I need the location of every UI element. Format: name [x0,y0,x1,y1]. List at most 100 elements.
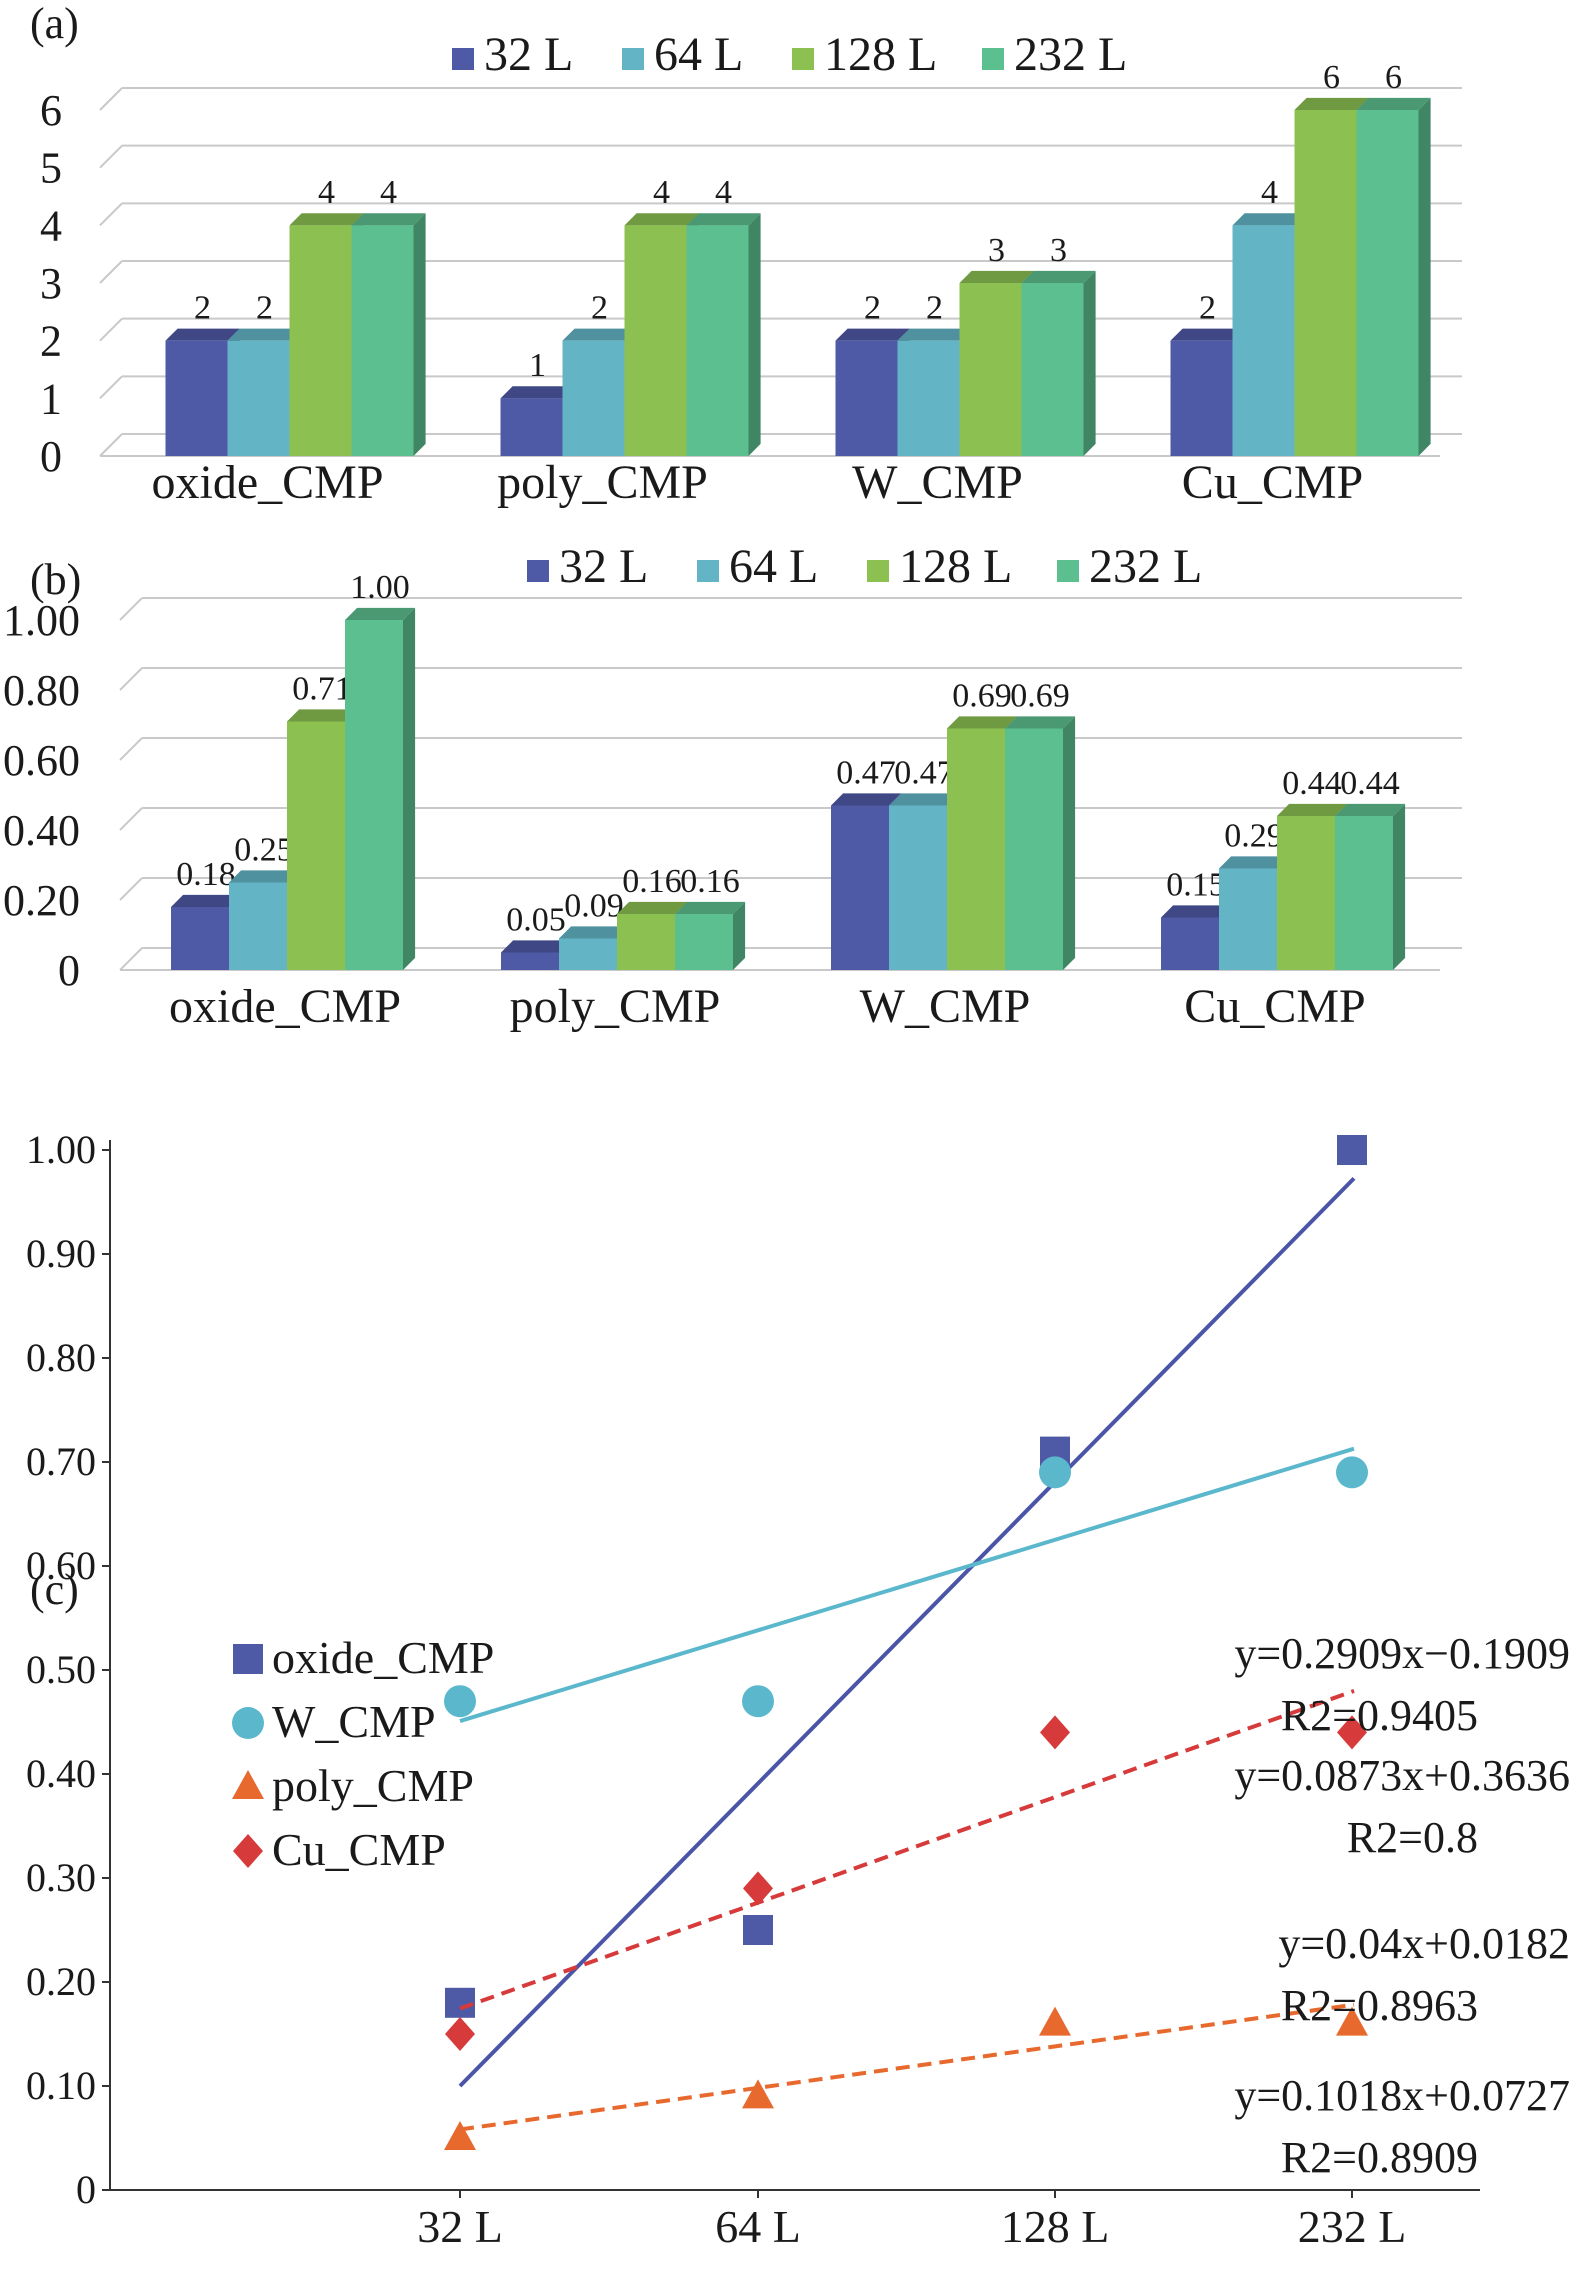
y-tick-label: 1.00 [3,596,80,645]
data-label: 1 [529,347,546,384]
r2-text: R2=0.8 [1347,1813,1478,1862]
bar-top [889,793,960,806]
data-label: 4 [1261,174,1278,211]
bar-top [1161,905,1232,918]
data-label: 3 [988,232,1005,269]
bar-top [897,328,972,341]
y-tick-label: 0.80 [3,666,80,715]
marker-triangle [742,2079,774,2109]
bar-front [559,938,617,970]
data-label: 0.16 [622,863,682,900]
panel-label: (c) [30,1565,79,1614]
gridline-side [99,144,123,169]
data-label: 4 [318,174,335,211]
bar-front [617,914,675,970]
bar-front [500,398,563,456]
bar-top [1335,803,1406,816]
legend-swatch [697,560,719,582]
panel-1: (b) 32 L 64 L 128 L 232 L 0 0.20 0.40 0.60 0.80 1.… [3,540,1462,1033]
bar-front [287,721,345,970]
bar-front [675,914,733,970]
data-label: 0.69 [952,677,1012,714]
bar [1005,716,1076,970]
bar [675,901,746,970]
legend-swatch [622,48,644,70]
data-label: 6 [1323,59,1340,96]
data-label: 0.69 [1010,677,1070,714]
bar-front [1021,283,1084,456]
bar-side [733,901,746,970]
data-label: 4 [715,174,732,211]
y-tick-label: 3 [40,259,62,308]
y-tick-label: 0.90 [26,1231,96,1276]
bar-top [165,328,240,341]
r2-text: R2=0.8963 [1281,1981,1478,2030]
marker-circle [444,1685,476,1718]
marker-square [743,1915,773,1945]
bar-side [748,213,761,456]
legend-label: 232 L [1014,28,1127,81]
marker-diamond [1337,1715,1367,1750]
gridline-side [119,667,143,691]
data-label: 0.47 [894,754,954,791]
bar-top [959,270,1034,283]
bar-front [947,728,1005,970]
bar-top [289,213,364,226]
x-tick-label: 64 L [715,2201,801,2252]
y-tick-label: 0 [58,946,80,995]
legend: oxide_CMP W_CMP poly_CMP Cu_CMP [232,1632,494,1875]
bar-side [403,607,416,970]
legend-label: 64 L [654,28,743,81]
bar-top [617,901,688,914]
bar-front [1161,917,1219,970]
marker-circle [742,1685,774,1718]
legend-swatch [527,560,549,582]
gridline-side [119,807,143,831]
series [444,1446,1368,1723]
r2-text: R2=0.8909 [1281,2133,1478,2182]
data-label: 0.15 [1166,866,1226,903]
trendline [458,1176,1356,2088]
y-tick-label: 0 [76,2167,96,2212]
r2-text: R2=0.9405 [1281,1691,1478,1740]
bar-front [501,952,559,970]
x-tick-label: 128 L [1001,2201,1110,2252]
marker-square [445,1987,475,2018]
bar-top [1219,856,1290,869]
bar-top [1005,716,1076,729]
data-label: 0.25 [234,831,294,868]
trendline [459,1446,1355,1723]
y-tick-label: 0.50 [26,1647,96,1692]
bar-top [227,328,302,341]
legend-label: W_CMP [272,1696,436,1747]
bar-front [1005,728,1063,970]
bar-top [501,940,572,953]
gridline-side [99,202,123,227]
data-label: 2 [194,290,211,327]
bar-side [1063,716,1076,970]
bar-front [1294,110,1357,456]
bar-top [559,926,630,939]
equation-text: y=0.1018x+0.0727 [1234,2071,1570,2120]
equation: y=0.1018x+0.0727 R2=0.8909 [1234,2071,1570,2182]
bar-front [1277,816,1335,970]
equation: y=0.04x+0.0182 R2=0.8963 [1278,1919,1570,2030]
data-label: 0.71 [292,670,352,707]
bar [686,213,761,456]
bar [1021,270,1096,456]
bar-top [1232,213,1307,226]
marker-square [233,1644,263,1674]
y-tick-label: 0.40 [26,1751,96,1796]
gridline-side [119,737,143,761]
bar-top [345,607,416,620]
legend-label: 128 L [899,540,1012,593]
bar-side [1418,97,1431,457]
category-label: poly_CMP [510,980,721,1033]
trendline [459,2002,1355,2132]
marker-circle [1336,1456,1368,1489]
bar-front [289,225,352,456]
bar-top [686,213,761,226]
data-label: 4 [653,174,670,211]
legend-label: 32 L [559,540,648,593]
y-tick-label: 0.20 [26,1959,96,2004]
